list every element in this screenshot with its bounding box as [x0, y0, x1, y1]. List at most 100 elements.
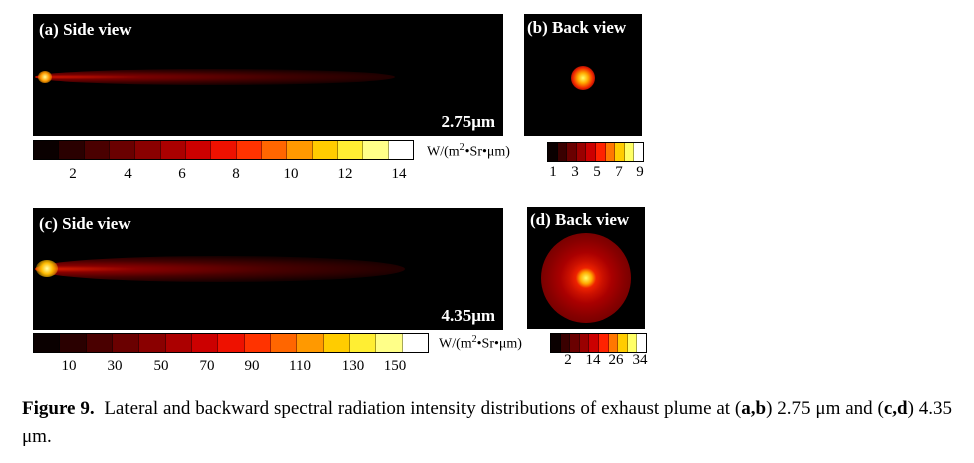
colorbar-tick-label: 90 [244, 358, 260, 374]
colorbar-swatch [605, 143, 616, 161]
colorbar-tick-label: 50 [153, 358, 169, 374]
colorbar-bottom-back [550, 333, 647, 353]
colorbar-swatch [337, 141, 364, 159]
colorbar-swatch [244, 334, 271, 352]
plume-c-core [36, 260, 58, 277]
colorbar-swatch [579, 334, 590, 352]
colorbar-tick-label: 10 [283, 166, 299, 182]
colorbar-tick-label: 26 [608, 352, 624, 368]
panel-b-back-view: (b) Back view [524, 14, 642, 136]
colorbar-swatch [34, 334, 61, 352]
plume-a-glow [35, 69, 395, 85]
colorbar-swatch [135, 141, 161, 159]
colorbar-top-side-ticks: 2 4 6 8 10 12 14 [0, 166, 974, 186]
colorbar-swatch [60, 334, 87, 352]
colorbar-swatch [627, 334, 638, 352]
colorbar-swatch [160, 141, 186, 159]
colorbar-swatch [191, 334, 219, 352]
colorbar-tick-label: 6 [178, 166, 186, 182]
colorbar-tick-label: 2 [69, 166, 77, 182]
panel-a-label: (a) Side view [39, 20, 132, 39]
colorbar-swatch [595, 143, 606, 161]
colorbar-swatch [586, 143, 596, 161]
caption-figure-label: Figure 9. [22, 398, 95, 419]
colorbar-swatch [112, 334, 140, 352]
colorbar-swatch [139, 334, 166, 352]
colorbar-tick-label: 1 [549, 164, 557, 180]
plume-d-outer [541, 233, 631, 323]
unit-sup: 2 [471, 334, 477, 345]
colorbar-swatch [634, 143, 643, 161]
caption-text-3: ) 4.35 μm. [22, 398, 953, 447]
caption-cd: c,d [883, 398, 908, 419]
colorbar-swatch [270, 334, 298, 352]
panel-d-back-view: (d) Back view [527, 207, 645, 329]
caption-ab: a,b [741, 398, 767, 419]
colorbar-swatch [376, 334, 403, 352]
colorbar-tick-label: 150 [383, 358, 407, 374]
colorbar-swatch [576, 143, 587, 161]
colorbar-swatch [589, 334, 599, 352]
colorbar-tick-label: 12 [337, 166, 353, 182]
colorbar-bottom-side-ticks: 10 30 50 70 90 110 130 150 [0, 358, 974, 378]
colorbar-swatch [618, 334, 628, 352]
colorbar-tick-label: 2 [564, 352, 572, 368]
colorbar-top-side [33, 140, 414, 160]
colorbar-swatch [402, 334, 428, 352]
panel-a-side-view: (a) Side view 2.75μm [33, 14, 503, 136]
colorbar-swatch [218, 334, 245, 352]
panel-b-label: (b) Back view [527, 18, 627, 37]
colorbar-swatch [557, 143, 568, 161]
colorbar-swatch [185, 141, 212, 159]
colorbar-swatch [388, 141, 413, 159]
caption-text-1: Lateral and backward spectral radiation … [104, 398, 742, 419]
plume-b-spot [571, 66, 595, 90]
unit-sup: 2 [459, 142, 465, 153]
colorbar-swatch [287, 141, 313, 159]
colorbar-tick-label: 5 [593, 164, 601, 180]
colorbar-swatch [551, 334, 561, 352]
plume-a-core [38, 71, 52, 83]
colorbar-swatch [349, 334, 377, 352]
figure-caption: Figure 9. Lateral and backward spectral … [22, 395, 952, 451]
colorbar-swatch [637, 334, 646, 352]
colorbar-tick-label: 4 [124, 166, 132, 182]
caption-text-2: ) 2.75 μm and ( [766, 398, 884, 419]
colorbar-swatch [624, 143, 635, 161]
colorbar-tick-label: 34 [632, 352, 648, 368]
colorbar-bottom-back-ticks: 2 14 26 34 [0, 352, 974, 372]
colorbar-tick-label: 7 [615, 164, 623, 180]
colorbar-swatch [84, 141, 110, 159]
colorbar-swatch [363, 141, 389, 159]
panel-c-wavelength: 4.35μm [441, 306, 495, 325]
colorbar-swatch [109, 141, 136, 159]
colorbar-swatch [297, 334, 324, 352]
colorbar-tick-label: 10 [61, 358, 77, 374]
unit-suffix: •Sr•μm) [464, 144, 510, 160]
unit-suffix: •Sr•μm) [476, 336, 522, 352]
colorbar-bottom-side-unit: W/(m2•Sr•μm) [439, 334, 522, 353]
colorbar-swatch [323, 334, 350, 352]
colorbar-swatch [59, 141, 85, 159]
colorbar-tick-label: 14 [585, 352, 601, 368]
colorbar-swatch [86, 334, 113, 352]
colorbar-tick-label: 30 [107, 358, 123, 374]
colorbar-swatch [570, 334, 580, 352]
plume-c-glow [35, 256, 405, 282]
colorbar-tick-label: 130 [341, 358, 365, 374]
colorbar-tick-label: 9 [636, 164, 644, 180]
colorbar-tick-label: 70 [199, 358, 215, 374]
colorbar-tick-label: 14 [391, 166, 407, 182]
colorbar-swatch [34, 141, 60, 159]
colorbar-bottom-side [33, 333, 429, 353]
colorbar-swatch [211, 141, 237, 159]
colorbar-tick-label: 110 [289, 358, 311, 374]
colorbar-swatch [567, 143, 577, 161]
colorbar-swatch [312, 141, 338, 159]
colorbar-swatch [615, 143, 625, 161]
colorbar-swatch [560, 334, 571, 352]
colorbar-swatch [236, 141, 262, 159]
colorbar-swatch [261, 141, 288, 159]
colorbar-tick-label: 3 [571, 164, 579, 180]
